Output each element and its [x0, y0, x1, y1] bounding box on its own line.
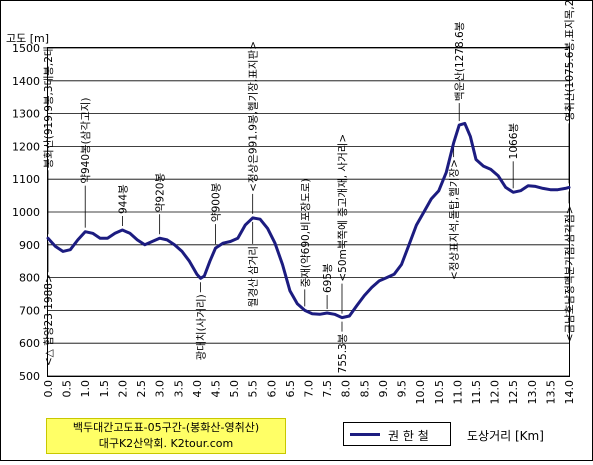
legend-swatch — [350, 433, 380, 436]
x-tick-label: 1.0 — [79, 380, 92, 398]
annotation-label: <50m북쪽에 중고개재, 사거리> — [337, 134, 349, 282]
annotation-label: 약940봉(삼각고지) — [80, 97, 92, 183]
annotation-label: 695봉 — [322, 263, 334, 293]
y-tick-label: 1000 — [12, 206, 40, 219]
y-axis-title: 고도 [m] — [6, 32, 50, 45]
footer-banner: 백두대간고도표-05구간-(봉화산-영취산) 대구K2산악회. K2tour.c… — [46, 418, 286, 454]
y-tick-label: 1300 — [12, 108, 40, 121]
x-axis-title: 도상거리 [Km] — [467, 429, 544, 443]
x-tick-label: 10.0 — [414, 380, 427, 405]
annotation-label: 중재(약690,비포장도로) — [300, 179, 312, 288]
y-tick-label: 1400 — [12, 75, 40, 88]
x-tick-label: 4.5 — [209, 380, 222, 398]
annotation-label: 백운산(1278.6봉 — [454, 21, 466, 101]
x-tick-label: 6.5 — [284, 380, 297, 398]
y-tick-label: 500 — [19, 370, 40, 383]
x-tick-label: 12.0 — [489, 380, 502, 405]
x-tick-label: 7.5 — [321, 380, 334, 398]
annotation-label: 약900봉 — [210, 182, 222, 222]
x-tick-label: 8.0 — [340, 380, 353, 398]
legend-label: 권 한 철 — [388, 429, 429, 443]
footer-credit: 대구K2산악회. K2tour.com — [98, 437, 234, 450]
annotation-leaders — [47, 103, 570, 332]
annotation-label: 광대치(사거리) — [196, 294, 208, 360]
annotation-label: 약920봉 — [155, 173, 167, 213]
y-tick-label: 1100 — [12, 173, 40, 186]
x-tick-label: 6.0 — [265, 380, 278, 398]
x-tick-label: 3.0 — [154, 380, 167, 398]
x-tick-labels: 0.0 0.5 1.0 1.5 2.0 2.5 3.0 3.5 4.0 4.5 5.0 5.5 6.0 6… — [42, 380, 576, 405]
annotation-label: 영취산(1075.6봉,표지목,2대 — [564, 0, 576, 121]
annotation-label: <정상표지석,돌탑,헬기장> — [449, 159, 461, 280]
annotation-labels: 봉화산(919.9봉,3대봉,2대 <△ 함양23 1988> 약940봉(삼각고지… — [43, 0, 576, 373]
x-tick-label: 7.0 — [303, 380, 316, 398]
x-tick-label: 14.0 — [563, 380, 576, 405]
x-tick-label: 2.5 — [135, 380, 148, 398]
x-tick-label: 9.5 — [396, 380, 409, 398]
x-tick-label: 11.5 — [470, 380, 483, 405]
x-tick-label: 0.5 — [61, 380, 74, 398]
series-layer — [46, 121, 571, 320]
annotation-label: 944봉 — [117, 184, 129, 214]
x-tick-label: 2.0 — [116, 380, 129, 398]
y-tick-labels: 500 600 700 800 900 1000 1100 1200 1300 1400 1500 — [12, 42, 40, 383]
x-tick-label: 5.5 — [247, 380, 260, 398]
y-tick-label: 1200 — [12, 140, 40, 153]
y-tick-label: 700 — [19, 304, 40, 317]
x-tick-label: 1.5 — [98, 380, 111, 398]
annotation-label: 월경산 삼거리 — [247, 246, 260, 307]
x-tick-label: 13.0 — [526, 380, 539, 405]
x-tick-label: 10.5 — [433, 380, 446, 405]
y-tick-label: 1500 — [12, 42, 40, 55]
annotation-label: 755.3봉 — [337, 333, 349, 373]
annotation-label: <정상은991.9봉,헬기장,표지판> — [248, 41, 260, 192]
series-line — [46, 121, 571, 320]
x-tick-label: 11.0 — [451, 380, 464, 405]
x-tick-label: 5.0 — [228, 380, 241, 398]
annotation-label: <금남호남정맥분기점,삼각점> — [564, 205, 576, 342]
x-tick-label: 12.5 — [507, 380, 520, 405]
annotation-label: 봉화산(919.9봉,3대봉,2대 — [43, 46, 55, 168]
annotation-label: 1066봉 — [508, 123, 520, 160]
x-tick-label: 0.0 — [42, 380, 55, 398]
grid-layer — [48, 47, 569, 377]
x-tick-label: 13.5 — [544, 380, 557, 405]
x-tick-label: 9.0 — [377, 380, 390, 398]
legend: 권 한 철 — [343, 422, 451, 446]
footer-title: 백두대간고도표-05구간-(봉화산-영취산) — [72, 421, 260, 434]
x-tick-label: 4.0 — [191, 380, 204, 398]
annotation-label: <△ 함양23 1988> — [43, 274, 55, 366]
y-tick-label: 800 — [19, 272, 40, 285]
x-tick-label: 3.5 — [172, 380, 185, 398]
y-tick-label: 600 — [19, 337, 40, 350]
x-tick-label: 8.5 — [358, 380, 371, 398]
y-tick-label: 900 — [19, 239, 40, 252]
